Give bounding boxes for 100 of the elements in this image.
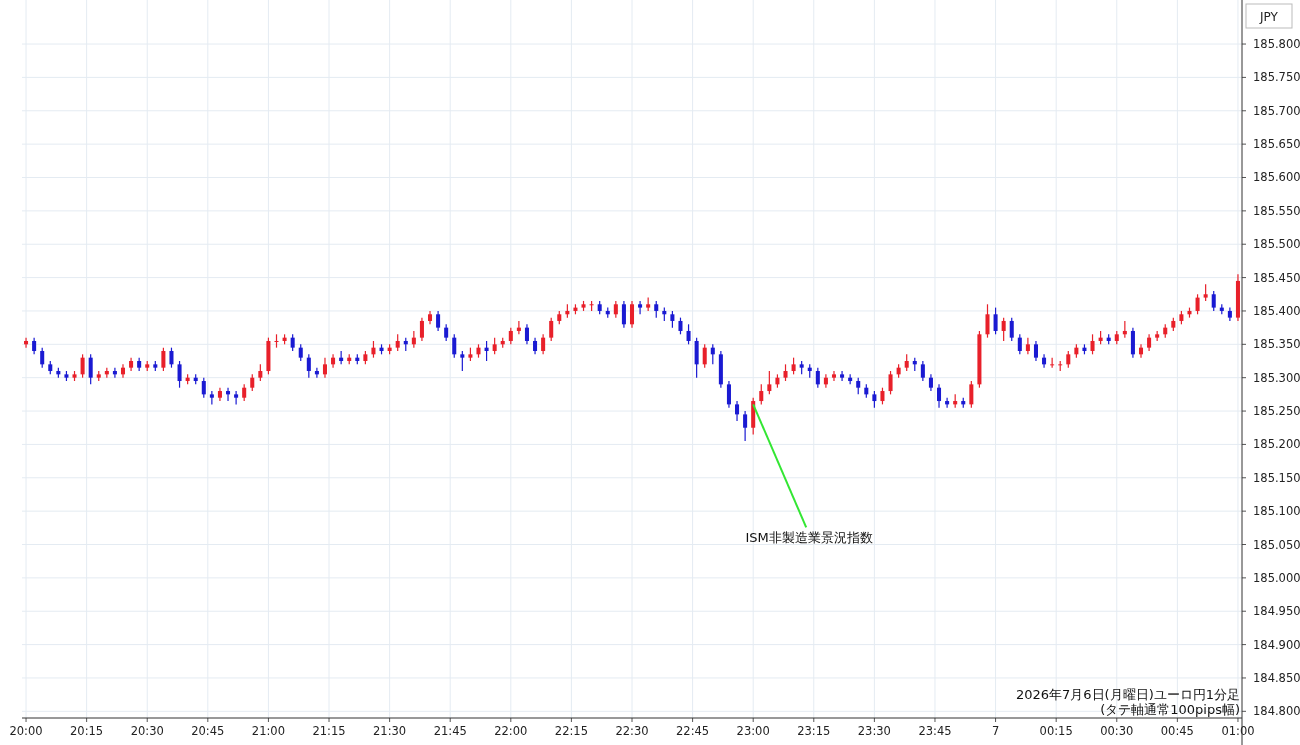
y-tick-label: 185.300 [1253, 370, 1300, 385]
candlestick [726, 380, 731, 409]
y-tick-label: 184.900 [1253, 637, 1300, 652]
x-tick-label: 21:45 [433, 724, 467, 738]
annotation: ISM非製造業景況指数 [745, 530, 873, 546]
annotation: (タテ軸通常100pips幅) [1100, 702, 1240, 717]
x-tick-label: 22:30 [615, 724, 649, 738]
y-tick-label: 185.100 [1253, 504, 1300, 519]
candlestick [848, 373, 853, 385]
x-tick-label: 23:30 [857, 724, 891, 738]
candlestick [945, 397, 950, 409]
candlestick [743, 410, 748, 442]
x-tick-label: 21:15 [312, 724, 346, 738]
candlestick [1130, 327, 1135, 359]
x-tick-label: 20:45 [191, 724, 225, 738]
y-tick-label: 185.400 [1253, 303, 1300, 318]
x-tick-label: 7 [991, 724, 1000, 738]
candlestick [767, 370, 772, 395]
candlestick [1009, 317, 1014, 342]
candlestick [541, 333, 546, 355]
candlestick [735, 400, 740, 422]
candlestick [1017, 333, 1022, 355]
candlestick [1211, 290, 1216, 312]
y-tick-label: 185.500 [1253, 237, 1300, 252]
candlestick [549, 317, 554, 342]
candlestick [322, 357, 327, 379]
candlestick [516, 320, 521, 335]
y-tick-label: 185.000 [1253, 570, 1300, 585]
candlestick [638, 300, 643, 315]
candlestick [484, 340, 489, 362]
x-tick-label: 20:15 [70, 724, 104, 738]
candlestick [1033, 340, 1038, 362]
x-tick-label: 00:45 [1160, 724, 1194, 738]
candlestick [759, 383, 764, 405]
y-tick-label: 185.250 [1253, 404, 1300, 419]
x-tick-label: 00:30 [1100, 724, 1134, 738]
candlestick [937, 383, 942, 409]
y-tick-label: 185.550 [1253, 203, 1300, 218]
candlestick [314, 367, 319, 379]
x-tick-label: 23:00 [736, 724, 770, 738]
x-tick-label: 20:00 [9, 724, 43, 738]
candlestick [985, 303, 990, 339]
candlestick [629, 300, 635, 329]
candlestick [815, 367, 820, 389]
candlestick [840, 370, 845, 382]
y-tick-label: 185.600 [1253, 170, 1300, 185]
y-tick-label: 184.850 [1253, 670, 1300, 685]
y-tick-label: 185.350 [1253, 337, 1300, 352]
x-tick-label: 00:15 [1039, 724, 1073, 738]
candlestick [702, 343, 707, 369]
x-tick-label: 21:30 [373, 724, 407, 738]
x-tick-label: 20:30 [130, 724, 164, 738]
y-tick-label: 185.800 [1253, 37, 1300, 52]
candlestick [80, 353, 85, 379]
x-tick-label: 22:45 [676, 724, 710, 738]
y-axis-title: JPY [1259, 10, 1279, 24]
candlestick [226, 387, 231, 402]
candlestick [40, 347, 45, 369]
candlestick [460, 350, 465, 372]
candlestick [88, 353, 93, 385]
candlestick [1025, 337, 1030, 355]
candlestick [694, 337, 699, 379]
y-tick-label: 185.050 [1253, 537, 1300, 552]
candlestick [161, 347, 166, 372]
candlestick [419, 317, 424, 342]
candlestick [234, 390, 239, 405]
y-tick-label: 185.700 [1253, 103, 1300, 118]
candlestick [524, 323, 529, 345]
candlestick [1001, 317, 1006, 342]
candlestick [1050, 357, 1055, 369]
candlestick [831, 370, 837, 382]
candlestick [209, 390, 214, 405]
y-tick-label: 185.150 [1253, 470, 1300, 485]
y-tick-label: 185.200 [1253, 437, 1300, 452]
candlestick [969, 380, 974, 409]
candlestick [993, 307, 998, 335]
y-tick-label: 185.450 [1253, 270, 1300, 285]
candlestick [24, 337, 29, 349]
x-tick-label: 01:00 [1221, 724, 1255, 738]
y-tick-label: 184.800 [1253, 704, 1300, 719]
candlestick [920, 360, 925, 382]
y-tick-label: 185.650 [1253, 137, 1300, 152]
candlestick [177, 360, 182, 389]
candlestick [686, 323, 691, 345]
x-tick-label: 22:00 [494, 724, 528, 738]
y-tick-label: 184.950 [1253, 604, 1300, 619]
candlestick [436, 310, 441, 332]
candlestick [621, 300, 626, 329]
candlestick [112, 367, 117, 379]
x-tick-label: 21:00 [251, 724, 285, 738]
candlestick [1090, 333, 1095, 355]
candlestick [888, 370, 893, 395]
y-tick-label: 185.750 [1253, 70, 1300, 85]
annotation: 2026年7月6日(月曜日)ユーロ円1分足 [1015, 687, 1240, 702]
x-tick-label: 23:45 [918, 724, 952, 738]
x-tick-label: 23:15 [797, 724, 831, 738]
candlestick [201, 377, 206, 399]
candlestick [339, 350, 344, 365]
x-tick-label: 22:15 [554, 724, 588, 738]
candlestick [452, 333, 457, 359]
